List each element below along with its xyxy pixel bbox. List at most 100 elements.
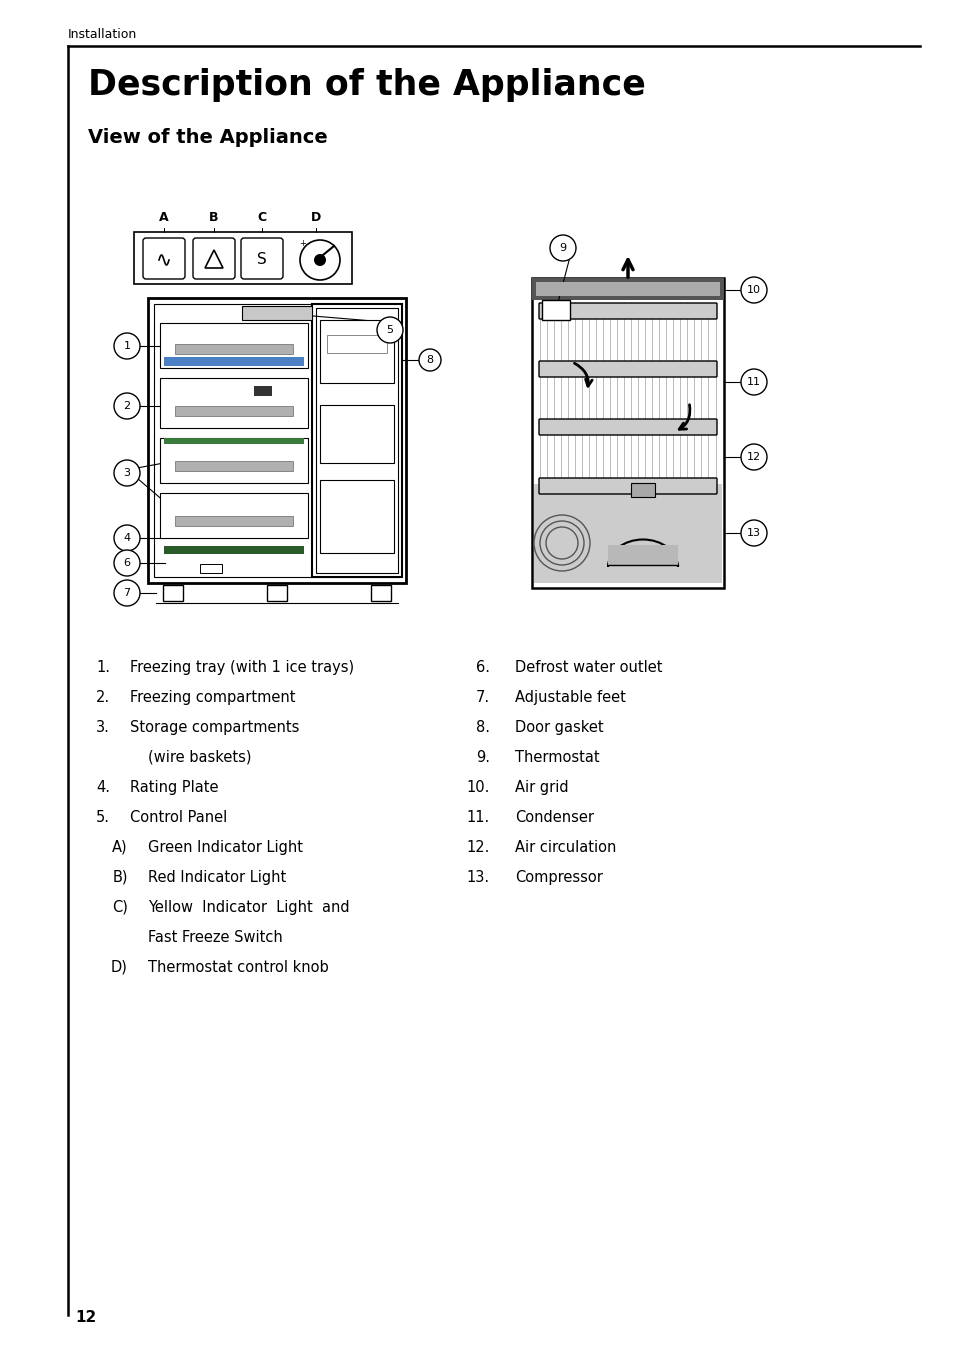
Text: 4: 4 <box>123 533 131 544</box>
Text: 9.: 9. <box>476 750 490 765</box>
Text: 13: 13 <box>746 527 760 538</box>
FancyBboxPatch shape <box>160 322 308 368</box>
Text: C): C) <box>112 900 128 915</box>
FancyBboxPatch shape <box>312 304 401 577</box>
FancyBboxPatch shape <box>532 278 723 588</box>
FancyBboxPatch shape <box>164 438 304 444</box>
Text: 10: 10 <box>746 285 760 295</box>
Text: Control Panel: Control Panel <box>130 809 227 826</box>
Text: D: D <box>311 210 321 224</box>
Circle shape <box>113 393 140 420</box>
FancyBboxPatch shape <box>164 357 304 366</box>
Circle shape <box>740 370 766 395</box>
Text: Air circulation: Air circulation <box>515 840 616 855</box>
FancyBboxPatch shape <box>160 438 308 483</box>
FancyBboxPatch shape <box>315 308 397 573</box>
FancyBboxPatch shape <box>193 237 234 279</box>
Text: B: B <box>209 210 218 224</box>
Circle shape <box>113 460 140 486</box>
Text: 12: 12 <box>746 452 760 461</box>
FancyBboxPatch shape <box>164 546 304 554</box>
FancyBboxPatch shape <box>148 298 406 583</box>
Text: Thermostat: Thermostat <box>515 750 599 765</box>
Circle shape <box>113 333 140 359</box>
Text: 2: 2 <box>123 401 131 411</box>
Text: Adjustable feet: Adjustable feet <box>515 689 625 706</box>
FancyBboxPatch shape <box>371 585 391 602</box>
FancyBboxPatch shape <box>534 484 721 583</box>
FancyBboxPatch shape <box>536 282 720 295</box>
Text: Rating Plate: Rating Plate <box>130 780 218 795</box>
Text: 7.: 7. <box>476 689 490 706</box>
FancyBboxPatch shape <box>133 232 352 285</box>
Text: Fast Freeze Switch: Fast Freeze Switch <box>148 929 282 946</box>
Text: Green Indicator Light: Green Indicator Light <box>148 840 303 855</box>
Circle shape <box>418 349 440 371</box>
Text: Condenser: Condenser <box>515 809 594 826</box>
Circle shape <box>740 277 766 304</box>
Circle shape <box>113 550 140 576</box>
Text: S: S <box>257 252 267 267</box>
Circle shape <box>550 235 576 260</box>
FancyBboxPatch shape <box>153 304 399 577</box>
FancyBboxPatch shape <box>538 304 717 318</box>
FancyBboxPatch shape <box>174 406 293 415</box>
Text: 5: 5 <box>386 325 393 335</box>
FancyBboxPatch shape <box>327 335 387 353</box>
Text: Air grid: Air grid <box>515 780 568 795</box>
FancyBboxPatch shape <box>319 320 394 383</box>
Text: Yellow  Indicator  Light  and: Yellow Indicator Light and <box>148 900 349 915</box>
FancyBboxPatch shape <box>253 386 272 397</box>
Text: 6.: 6. <box>476 660 490 674</box>
Text: 9: 9 <box>558 243 566 254</box>
FancyBboxPatch shape <box>532 278 723 299</box>
FancyBboxPatch shape <box>200 564 222 573</box>
Text: 10.: 10. <box>466 780 490 795</box>
FancyBboxPatch shape <box>174 344 293 353</box>
FancyBboxPatch shape <box>174 461 293 471</box>
FancyBboxPatch shape <box>241 237 283 279</box>
Text: Thermostat control knob: Thermostat control knob <box>148 960 329 975</box>
Text: 11.: 11. <box>466 809 490 826</box>
Text: Installation: Installation <box>68 28 137 40</box>
Text: Freezing compartment: Freezing compartment <box>130 689 295 706</box>
Text: Defrost water outlet: Defrost water outlet <box>515 660 661 674</box>
Text: 3: 3 <box>123 468 131 478</box>
Text: 8: 8 <box>426 355 433 366</box>
Text: 6: 6 <box>123 558 131 568</box>
Text: Compressor: Compressor <box>515 870 602 885</box>
FancyBboxPatch shape <box>267 585 287 602</box>
FancyBboxPatch shape <box>541 299 569 320</box>
Text: (wire baskets): (wire baskets) <box>148 750 252 765</box>
FancyBboxPatch shape <box>163 585 183 602</box>
FancyBboxPatch shape <box>538 478 717 494</box>
Text: 13.: 13. <box>466 870 490 885</box>
FancyBboxPatch shape <box>319 405 394 463</box>
Text: View of the Appliance: View of the Appliance <box>88 128 328 147</box>
Text: 2.: 2. <box>95 689 110 706</box>
Text: 12.: 12. <box>466 840 490 855</box>
Text: A): A) <box>112 840 128 855</box>
FancyBboxPatch shape <box>538 362 717 376</box>
Circle shape <box>113 580 140 606</box>
Text: 1.: 1. <box>96 660 110 674</box>
Text: A: A <box>159 210 169 224</box>
Text: 4.: 4. <box>96 780 110 795</box>
FancyBboxPatch shape <box>630 483 655 496</box>
Text: B): B) <box>112 870 128 885</box>
Text: 5.: 5. <box>96 809 110 826</box>
FancyBboxPatch shape <box>160 378 308 428</box>
FancyBboxPatch shape <box>143 237 185 279</box>
Circle shape <box>740 519 766 546</box>
Text: Freezing tray (with 1 ice trays): Freezing tray (with 1 ice trays) <box>130 660 354 674</box>
Text: C: C <box>257 210 266 224</box>
FancyBboxPatch shape <box>242 306 312 320</box>
FancyBboxPatch shape <box>319 480 394 553</box>
Text: Description of the Appliance: Description of the Appliance <box>88 67 645 103</box>
Text: 11: 11 <box>746 376 760 387</box>
Circle shape <box>740 444 766 469</box>
Text: Door gasket: Door gasket <box>515 720 603 735</box>
Text: Storage compartments: Storage compartments <box>130 720 299 735</box>
Circle shape <box>376 317 402 343</box>
Text: 8.: 8. <box>476 720 490 735</box>
